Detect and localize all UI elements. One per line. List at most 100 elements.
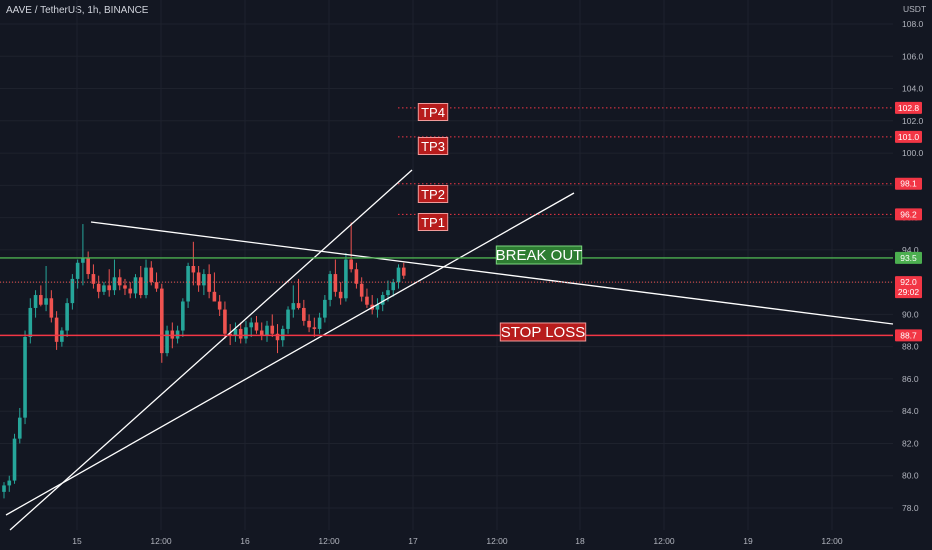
grid xyxy=(0,0,893,530)
annotation-label[interactable]: TP1 xyxy=(417,213,449,231)
annotation-text: TP4 xyxy=(421,105,445,120)
candle-body xyxy=(123,285,127,289)
candle-body xyxy=(12,438,17,481)
candle xyxy=(202,269,206,296)
candle xyxy=(228,324,232,346)
candle xyxy=(12,433,17,484)
annotation-text: TP3 xyxy=(421,139,445,154)
annotation-text: BREAK OUT xyxy=(496,247,583,264)
candle-body xyxy=(380,295,385,305)
candle-body xyxy=(344,259,348,299)
candle xyxy=(328,270,332,307)
candle xyxy=(181,298,185,337)
candle xyxy=(286,306,290,334)
y-tick-label: 100.0 xyxy=(902,148,924,158)
levels xyxy=(0,107,893,337)
trendline-descending-resistance[interactable] xyxy=(90,221,894,325)
candle xyxy=(86,251,90,279)
candle xyxy=(144,259,148,299)
candle-body xyxy=(117,277,122,286)
candle xyxy=(365,288,369,308)
candle xyxy=(196,266,201,292)
candle-body xyxy=(254,322,259,331)
time-axis[interactable]: 15 12:00 16 12:00 17 12:00 18 12:00 19 12:00 xyxy=(72,536,843,546)
candle xyxy=(102,282,106,296)
candle-body xyxy=(323,299,327,318)
candle xyxy=(265,320,269,342)
annotation-label[interactable]: TP4 xyxy=(417,103,449,121)
candle xyxy=(123,278,127,296)
y-tick-label: 108.0 xyxy=(902,19,924,29)
annotation-label[interactable]: TP2 xyxy=(417,185,449,203)
candle xyxy=(349,222,353,273)
candle-body xyxy=(317,317,322,329)
annotation-label[interactable]: TP3 xyxy=(417,137,449,155)
candle xyxy=(270,314,275,337)
price-tag xyxy=(895,101,922,114)
candle xyxy=(28,298,33,344)
candle xyxy=(291,285,296,318)
candle-body xyxy=(223,309,227,334)
candle xyxy=(307,314,311,333)
candle xyxy=(112,259,117,296)
y-tick-label: 82.0 xyxy=(902,438,919,448)
candle xyxy=(359,277,364,302)
annotation-box xyxy=(417,185,449,203)
candle-body xyxy=(7,480,12,486)
current-price-value: 92.0 xyxy=(900,277,917,287)
candle xyxy=(70,274,75,310)
candle xyxy=(312,317,317,337)
y-tick-label: 102.0 xyxy=(902,116,924,126)
candle-body xyxy=(49,298,54,318)
price-tag xyxy=(895,130,922,143)
x-tick-label: 12:00 xyxy=(318,536,340,546)
candle-body xyxy=(138,277,143,296)
candle xyxy=(133,274,138,299)
candle-body xyxy=(60,330,64,342)
annotation-text: TP2 xyxy=(421,187,445,202)
annotation-label[interactable]: BREAK OUT xyxy=(496,245,583,265)
candle xyxy=(323,295,327,323)
candle-body xyxy=(128,288,133,294)
candle-body xyxy=(181,301,185,331)
candle xyxy=(54,311,59,350)
price-tag-value: 102.8 xyxy=(898,103,920,113)
candle xyxy=(60,327,64,347)
candle-body xyxy=(354,269,359,284)
candle xyxy=(81,224,85,286)
annotation-label[interactable]: STOP LOSS xyxy=(499,322,587,342)
annotation-box xyxy=(417,137,449,155)
candle-body xyxy=(160,288,164,354)
candle xyxy=(391,278,396,297)
candle-body xyxy=(401,267,406,276)
x-tick-label: 12:00 xyxy=(150,536,172,546)
candle xyxy=(333,259,338,297)
candle xyxy=(23,330,27,425)
candle-body xyxy=(175,330,180,339)
candle-body xyxy=(212,291,217,302)
candle-body xyxy=(265,325,269,336)
candle-body xyxy=(2,485,6,492)
candle xyxy=(212,272,217,302)
x-tick-label: 12:00 xyxy=(653,536,675,546)
candle-body xyxy=(228,333,232,336)
candle xyxy=(49,290,54,323)
candle xyxy=(39,285,43,307)
candle xyxy=(107,269,111,297)
candle-body xyxy=(54,317,59,342)
trendline-steep-channel[interactable] xyxy=(9,169,413,531)
candle-body xyxy=(391,282,396,291)
candle-body xyxy=(286,309,290,329)
candle-body xyxy=(86,257,90,275)
x-tick-label: 17 xyxy=(408,536,418,546)
candle xyxy=(207,264,211,299)
annotation-box xyxy=(417,103,449,121)
x-tick-label: 12:00 xyxy=(486,536,508,546)
price-tag-value: 98.1 xyxy=(900,179,917,189)
candle xyxy=(2,482,6,499)
price-axis[interactable]: USDT 78.0 80.0 82.0 84.0 86.0 88.0 90.0 92.0 94.… xyxy=(895,4,926,513)
candle xyxy=(259,322,264,341)
trendline-ascending-support[interactable] xyxy=(5,192,575,516)
candle xyxy=(75,259,80,289)
